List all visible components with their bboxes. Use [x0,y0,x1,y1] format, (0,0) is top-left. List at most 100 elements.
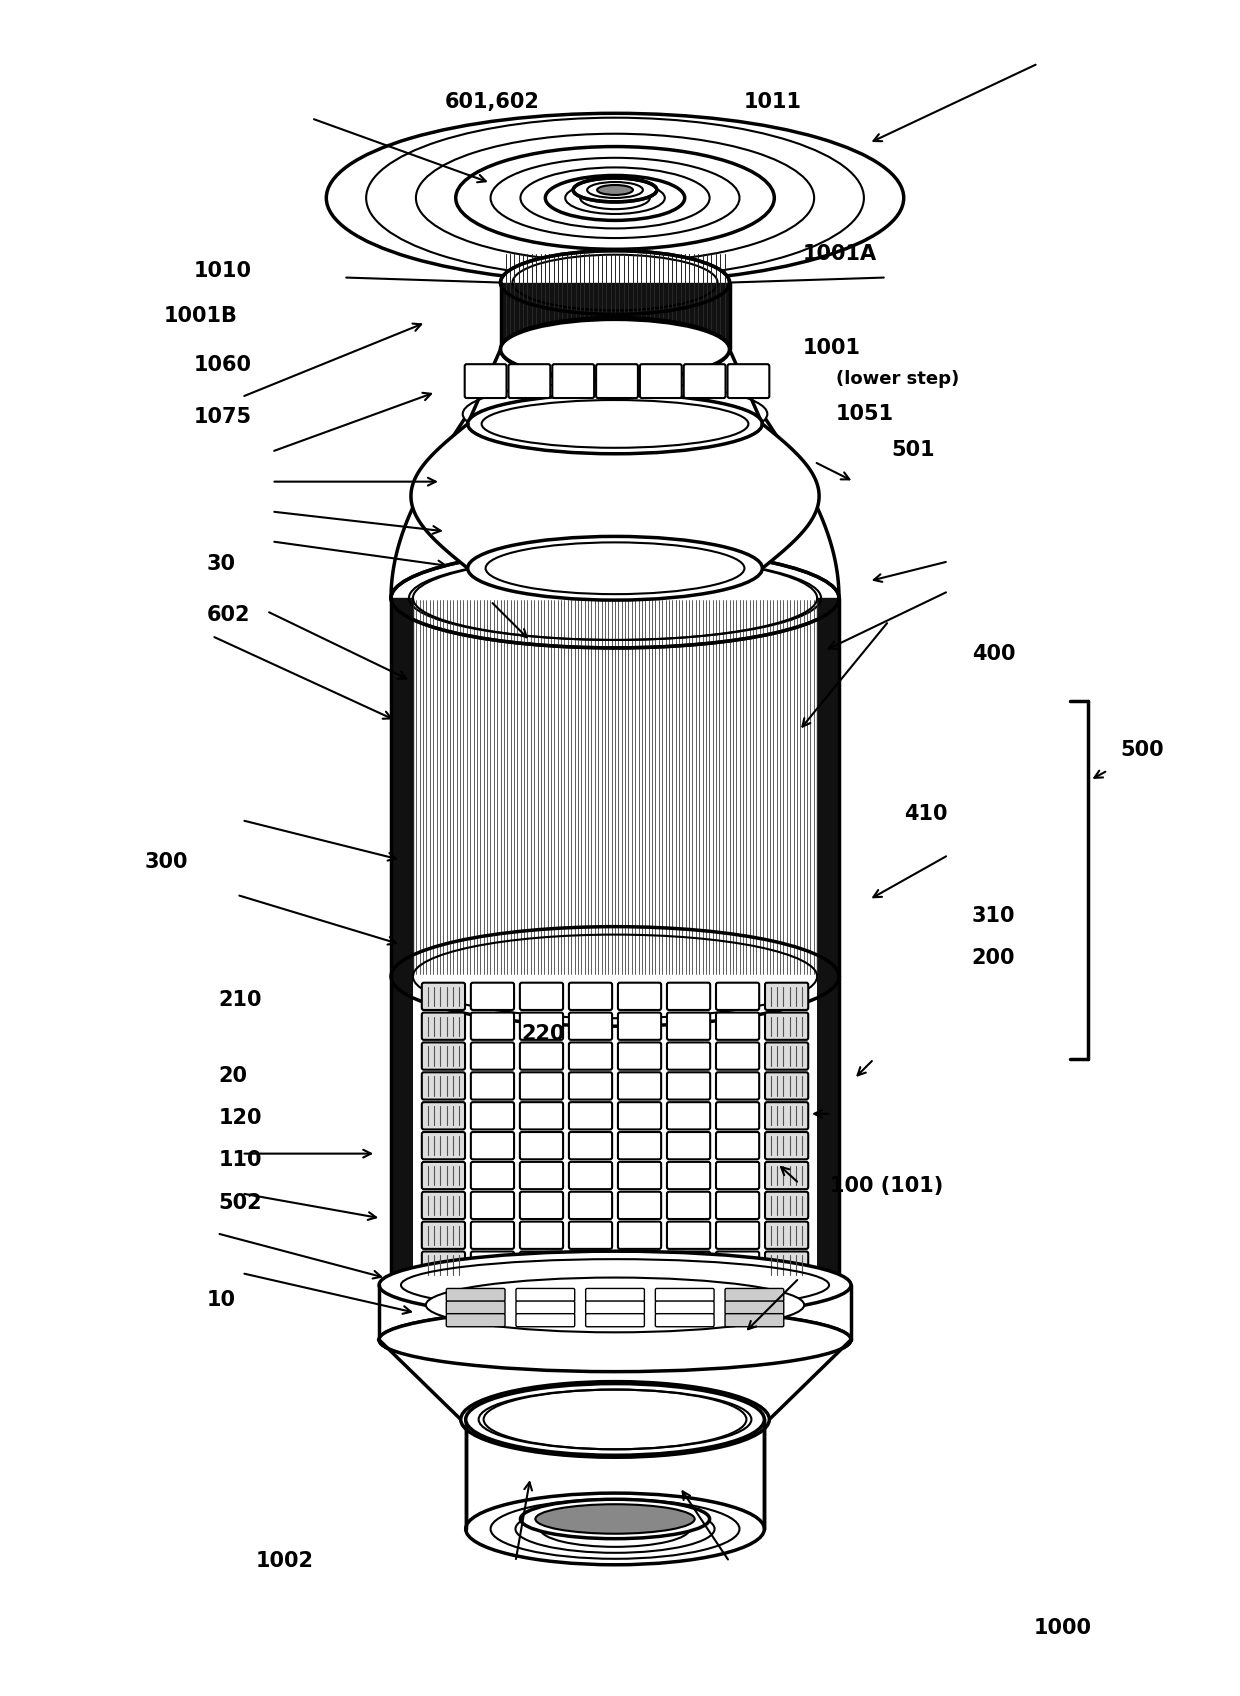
Text: 300: 300 [145,851,188,872]
FancyBboxPatch shape [715,1072,759,1099]
Ellipse shape [501,319,729,380]
Text: 410: 410 [904,804,947,824]
FancyBboxPatch shape [422,1043,465,1070]
Ellipse shape [467,393,763,455]
FancyBboxPatch shape [422,1192,465,1219]
Text: 400: 400 [972,644,1016,663]
Text: 501: 501 [892,439,935,460]
Ellipse shape [391,1253,839,1318]
Text: 1051: 1051 [836,404,894,424]
FancyBboxPatch shape [667,1072,711,1099]
Ellipse shape [598,185,632,195]
Polygon shape [391,977,413,1286]
FancyBboxPatch shape [516,1314,574,1326]
Ellipse shape [463,382,768,446]
FancyBboxPatch shape [471,1252,515,1279]
FancyBboxPatch shape [765,1221,808,1248]
FancyBboxPatch shape [618,1072,661,1099]
FancyBboxPatch shape [471,1221,515,1248]
Ellipse shape [379,1308,851,1372]
FancyBboxPatch shape [618,1102,661,1130]
FancyBboxPatch shape [667,982,711,1011]
FancyBboxPatch shape [569,1162,613,1189]
FancyBboxPatch shape [569,1252,613,1279]
FancyBboxPatch shape [618,1221,661,1248]
FancyBboxPatch shape [465,365,506,399]
Text: 1011: 1011 [744,92,801,112]
FancyBboxPatch shape [715,1221,759,1248]
FancyBboxPatch shape [715,1131,759,1160]
Text: 10: 10 [207,1291,236,1311]
Ellipse shape [466,1492,764,1565]
FancyBboxPatch shape [552,365,594,399]
FancyBboxPatch shape [656,1301,714,1314]
FancyBboxPatch shape [569,1221,613,1248]
Ellipse shape [379,1252,851,1319]
Ellipse shape [391,548,839,648]
Polygon shape [817,977,839,1286]
Text: 1001: 1001 [802,338,861,358]
Text: 1060: 1060 [195,354,252,375]
Text: 210: 210 [218,990,263,1009]
FancyBboxPatch shape [667,1252,711,1279]
FancyBboxPatch shape [640,365,682,399]
Text: 20: 20 [218,1065,248,1085]
Ellipse shape [501,251,729,314]
FancyBboxPatch shape [715,1162,759,1189]
FancyBboxPatch shape [422,1221,465,1248]
Ellipse shape [326,114,904,283]
Polygon shape [501,283,729,349]
FancyBboxPatch shape [422,1131,465,1160]
FancyBboxPatch shape [765,982,808,1011]
FancyBboxPatch shape [446,1314,505,1326]
FancyBboxPatch shape [667,1192,711,1219]
Ellipse shape [425,1277,805,1333]
Ellipse shape [461,1382,769,1457]
FancyBboxPatch shape [520,1221,563,1248]
FancyBboxPatch shape [520,982,563,1011]
FancyBboxPatch shape [471,982,515,1011]
FancyBboxPatch shape [446,1301,505,1314]
FancyBboxPatch shape [618,1162,661,1189]
Text: 200: 200 [972,948,1016,968]
Text: 30: 30 [207,555,236,575]
FancyBboxPatch shape [569,1072,613,1099]
FancyBboxPatch shape [618,1013,661,1040]
Text: 1002: 1002 [255,1550,314,1570]
FancyBboxPatch shape [422,1252,465,1279]
Ellipse shape [466,1384,764,1455]
FancyBboxPatch shape [471,1131,515,1160]
FancyBboxPatch shape [585,1314,645,1326]
Text: 1075: 1075 [195,407,252,427]
FancyBboxPatch shape [618,1131,661,1160]
Ellipse shape [521,1499,709,1538]
Text: 1001A: 1001A [802,244,877,263]
FancyBboxPatch shape [508,365,551,399]
Text: 220: 220 [521,1024,564,1043]
FancyBboxPatch shape [725,1314,784,1326]
Bar [413,599,817,977]
FancyBboxPatch shape [520,1192,563,1219]
FancyBboxPatch shape [585,1301,645,1314]
FancyBboxPatch shape [585,1289,645,1301]
FancyBboxPatch shape [471,1013,515,1040]
Text: 120: 120 [218,1107,263,1128]
FancyBboxPatch shape [765,1131,808,1160]
FancyBboxPatch shape [667,1221,711,1248]
FancyBboxPatch shape [765,1043,808,1070]
Text: 500: 500 [1120,739,1163,760]
Ellipse shape [573,178,657,202]
Text: 1010: 1010 [195,261,252,280]
FancyBboxPatch shape [683,365,725,399]
Text: 310: 310 [972,906,1016,926]
Ellipse shape [467,536,763,600]
FancyBboxPatch shape [569,1102,613,1130]
FancyBboxPatch shape [471,1102,515,1130]
FancyBboxPatch shape [715,1252,759,1279]
FancyBboxPatch shape [569,1013,613,1040]
FancyBboxPatch shape [471,1162,515,1189]
FancyBboxPatch shape [618,1043,661,1070]
FancyBboxPatch shape [725,1289,784,1301]
FancyBboxPatch shape [715,1102,759,1130]
FancyBboxPatch shape [596,365,637,399]
